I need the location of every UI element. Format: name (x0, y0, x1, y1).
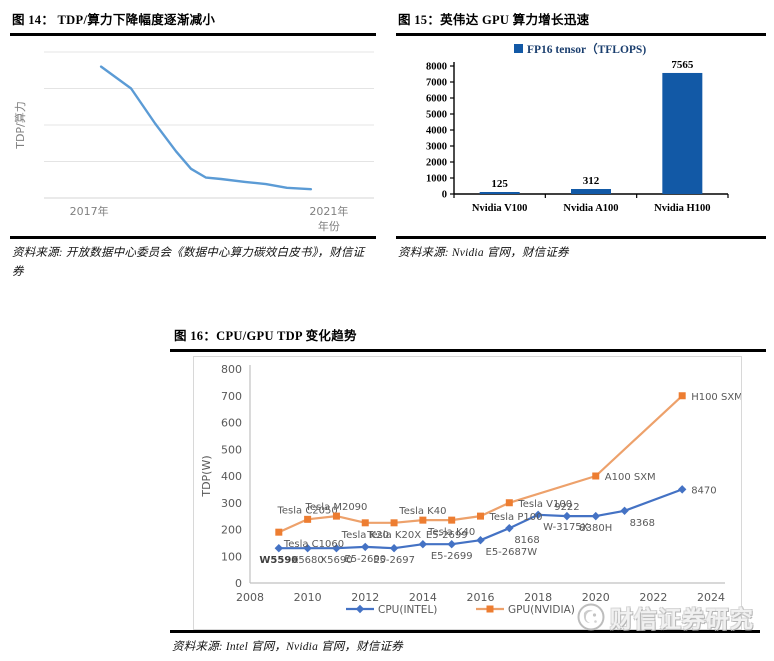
svg-text:H100 SXM: H100 SXM (691, 392, 741, 403)
svg-text:E5-2699: E5-2699 (431, 551, 473, 562)
svg-text:GPU(NVIDIA): GPU(NVIDIA) (508, 604, 575, 616)
svg-text:2021年: 2021年 (309, 204, 348, 218)
svg-text:1000: 1000 (426, 174, 447, 185)
figure-15-title: 图 15：英伟达 GPU 算力增长迅速 (396, 6, 766, 36)
svg-text:400: 400 (221, 470, 242, 483)
svg-text:Tesla K40: Tesla K40 (427, 527, 475, 538)
svg-text:W-3175X: W-3175X (543, 522, 589, 533)
figure-14-title: 图 14： TDP/算力下降幅度逐渐减小 (10, 6, 376, 36)
svg-text:2008: 2008 (236, 591, 264, 604)
svg-text:Nvidia A100: Nvidia A100 (563, 203, 618, 214)
svg-text:2000: 2000 (426, 158, 447, 169)
svg-text:800: 800 (221, 363, 242, 376)
svg-text:2010: 2010 (294, 591, 322, 604)
figure-14: 图 14： TDP/算力下降幅度逐渐减小 2017年 2021年 年份 TDP/算力 … (10, 6, 376, 282)
svg-text:8470: 8470 (691, 485, 716, 496)
svg-text:2020: 2020 (582, 591, 610, 604)
svg-text:2018: 2018 (524, 591, 552, 604)
svg-text:A100 SXM: A100 SXM (605, 472, 656, 483)
figure-15: 图 15：英伟达 GPU 算力增长迅速 FP16 tensor（TFLOPS) 0… (396, 6, 766, 263)
svg-text:Tesla K40: Tesla K40 (398, 506, 446, 517)
svg-text:2017年: 2017年 (70, 204, 109, 218)
svg-text:9222: 9222 (554, 502, 579, 513)
svg-text:8168: 8168 (514, 535, 539, 546)
figure-16-bottom-rule (170, 630, 760, 633)
svg-text:W5590: W5590 (259, 555, 298, 566)
svg-text:Tesla C2050: Tesla C2050 (276, 505, 337, 516)
figure-15-bar-chart: FP16 tensor（TFLOPS) 0 1000 2000 3000 4000 5000… (426, 42, 729, 214)
svg-text:600: 600 (221, 417, 242, 430)
svg-text:X5680: X5680 (291, 555, 323, 566)
figure-16-chart-frame: 0 100 200 300 400 500 600 700 800 2008 2010 2012 201… (193, 356, 742, 630)
svg-text:TDP/算力: TDP/算力 (13, 101, 27, 150)
figure-16: 图 16：CPU/GPU TDP 变化趋势 0 100 200 300 400 500 60… (170, 322, 766, 657)
figure-16-source: 资料来源: Intel 官网，Nvidia 官网，财信证券 (172, 641, 403, 653)
svg-text:E5-2690: E5-2690 (344, 554, 386, 565)
figure-14-source: 资料来源: 开放数据中心委员会《数据中心算力碳效白皮书》，财信证券 (12, 247, 365, 278)
svg-text:8368: 8368 (630, 518, 655, 529)
svg-text:8000: 8000 (426, 62, 447, 73)
svg-text:7565: 7565 (671, 59, 694, 71)
svg-text:年份: 年份 (318, 219, 340, 233)
svg-text:Tesla M2090: Tesla M2090 (304, 502, 367, 513)
svg-text:125: 125 (491, 178, 508, 190)
svg-text:2012: 2012 (351, 591, 379, 604)
figure-15-bottom-rule (396, 236, 766, 239)
svg-text:700: 700 (221, 390, 242, 403)
svg-text:300: 300 (221, 497, 242, 510)
svg-text:CPU(INTEL): CPU(INTEL) (378, 604, 437, 616)
svg-text:X5690: X5690 (320, 555, 352, 566)
svg-text:5000: 5000 (426, 110, 447, 121)
figure-16-line-chart: 0 100 200 300 400 500 600 700 800 2008 2010 2012 201… (200, 363, 741, 616)
svg-text:6000: 6000 (426, 94, 447, 105)
svg-text:7000: 7000 (426, 78, 447, 89)
svg-text:200: 200 (221, 524, 242, 537)
svg-text:312: 312 (583, 175, 600, 187)
svg-text:Tesla C1060: Tesla C1060 (283, 539, 344, 550)
svg-text:500: 500 (221, 443, 242, 456)
svg-text:2016: 2016 (467, 591, 495, 604)
svg-text:Tesla P100: Tesla P100 (489, 512, 543, 523)
svg-text:Tesla K20: Tesla K20 (341, 530, 389, 541)
svg-text:3000: 3000 (426, 142, 447, 153)
figure-15-source: 资料来源: Nvidia 官网，财信证券 (398, 247, 569, 259)
svg-text:8380H: 8380H (579, 523, 612, 534)
svg-text:Tesla K20X: Tesla K20X (366, 530, 421, 541)
svg-text:Nvidia H100: Nvidia H100 (654, 203, 710, 214)
svg-text:E5-2699: E5-2699 (426, 530, 468, 541)
svg-text:E5-2687W: E5-2687W (486, 547, 538, 558)
svg-text:E5-2697: E5-2697 (373, 555, 415, 566)
svg-text:Nvidia V100: Nvidia V100 (472, 203, 528, 214)
svg-text:FP16 tensor（TFLOPS): FP16 tensor（TFLOPS) (527, 42, 646, 56)
svg-text:0: 0 (442, 190, 447, 201)
figure-14-bottom-rule (10, 236, 376, 239)
svg-text:TDP(W): TDP(W) (200, 455, 213, 497)
svg-text:2022: 2022 (639, 591, 667, 604)
svg-text:2014: 2014 (409, 591, 437, 604)
figure-16-title: 图 16：CPU/GPU TDP 变化趋势 (170, 322, 766, 352)
svg-text:0: 0 (235, 577, 242, 590)
svg-text:2024: 2024 (697, 591, 725, 604)
svg-text:Tesla V100: Tesla V100 (517, 499, 572, 510)
svg-text:4000: 4000 (426, 126, 447, 137)
svg-text:100: 100 (221, 550, 242, 563)
